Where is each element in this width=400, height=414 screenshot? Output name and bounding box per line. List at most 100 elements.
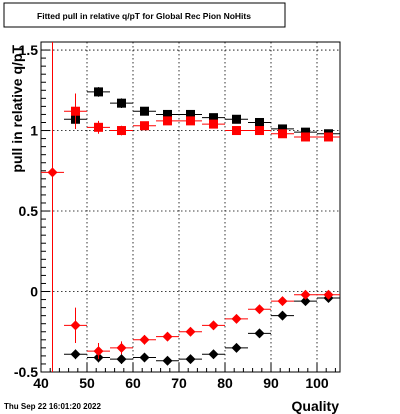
data-point xyxy=(248,328,271,339)
data-point xyxy=(271,296,294,307)
square-marker xyxy=(186,116,195,126)
x-tick-label: 90 xyxy=(263,375,279,391)
grid-lines xyxy=(41,42,340,372)
diamond-marker xyxy=(70,349,81,360)
square-marker xyxy=(117,126,126,136)
data-point xyxy=(225,313,248,324)
diamond-marker xyxy=(208,349,219,360)
square-marker xyxy=(94,122,103,132)
diamond-marker xyxy=(300,289,311,300)
data-point xyxy=(179,116,202,126)
square-marker xyxy=(209,113,218,123)
y-axis-label: pull in relative q/pT xyxy=(9,45,25,173)
y-tick-label: 1 xyxy=(30,123,38,139)
timestamp: Thu Sep 22 16:01:20 2022 xyxy=(4,402,101,411)
data-point xyxy=(156,116,179,126)
data-point xyxy=(202,349,225,360)
diamond-marker xyxy=(208,320,219,331)
square-marker xyxy=(94,87,103,97)
square-marker xyxy=(140,106,149,116)
data-point xyxy=(225,114,248,124)
data-point xyxy=(87,120,110,134)
data-point xyxy=(110,354,133,365)
square-marker xyxy=(278,129,287,139)
data-point xyxy=(248,304,271,315)
data-points xyxy=(41,42,340,372)
data-point xyxy=(294,296,317,307)
diamond-marker xyxy=(116,354,127,365)
square-marker xyxy=(301,132,310,142)
square-marker xyxy=(301,127,310,137)
x-tick-label: 40 xyxy=(33,375,49,391)
diamond-marker xyxy=(254,304,265,315)
diamond-marker xyxy=(162,355,173,366)
diamond-marker xyxy=(323,289,334,300)
data-point xyxy=(317,132,340,142)
data-point xyxy=(225,342,248,353)
data-point xyxy=(294,289,317,300)
diamond-marker xyxy=(162,331,173,342)
data-point xyxy=(64,349,87,360)
data-point xyxy=(225,126,248,136)
square-marker xyxy=(117,98,126,108)
diamond-marker xyxy=(277,310,288,321)
diamond-marker xyxy=(139,334,150,345)
y-tick-label: 0.5 xyxy=(19,203,39,219)
x-tick-label: 80 xyxy=(217,375,233,391)
data-point xyxy=(133,334,156,345)
data-point xyxy=(133,106,156,116)
x-axis-label: Quality xyxy=(292,398,340,414)
y-tick-label: -0.5 xyxy=(14,364,38,380)
square-marker xyxy=(71,106,80,116)
data-point xyxy=(110,125,133,136)
square-marker xyxy=(209,119,218,129)
data-point xyxy=(248,117,271,127)
data-point xyxy=(133,121,156,131)
diamond-marker xyxy=(185,354,196,365)
y-tick-label: 0 xyxy=(30,284,38,300)
y-tick-label: 1.5 xyxy=(19,42,39,58)
data-point xyxy=(64,93,87,129)
data-point xyxy=(87,87,110,97)
axis-ticks: 40 50 60 70 80 90 100 -0.5 0 0.5 1 1.5 xyxy=(14,42,336,391)
title-box xyxy=(3,2,286,28)
data-point xyxy=(156,355,179,366)
x-tick-label: 50 xyxy=(79,375,95,391)
square-marker xyxy=(140,121,149,131)
data-point xyxy=(64,307,87,344)
data-point xyxy=(202,320,225,331)
data-point xyxy=(133,352,156,363)
data-point xyxy=(110,98,133,108)
square-marker xyxy=(278,124,287,134)
diamond-marker xyxy=(231,342,242,353)
diamond-marker xyxy=(47,167,58,178)
diamond-marker xyxy=(70,320,81,331)
data-point xyxy=(179,354,202,365)
data-point xyxy=(87,343,110,360)
square-marker xyxy=(186,109,195,119)
square-marker xyxy=(324,132,333,142)
diamond-marker xyxy=(116,342,127,353)
data-point xyxy=(294,132,317,142)
data-point xyxy=(202,119,225,129)
data-point xyxy=(110,341,133,355)
diamond-marker xyxy=(300,296,311,307)
data-point xyxy=(248,126,271,136)
plot-frame xyxy=(40,41,341,373)
square-marker xyxy=(255,117,264,127)
data-point xyxy=(271,310,294,321)
data-point xyxy=(156,331,179,342)
diamond-marker xyxy=(139,352,150,363)
diamond-marker xyxy=(231,313,242,324)
square-marker xyxy=(255,126,264,136)
square-marker xyxy=(232,126,241,136)
diamond-marker xyxy=(93,346,104,357)
square-marker xyxy=(163,116,172,126)
diamond-marker xyxy=(254,328,265,339)
square-marker xyxy=(232,114,241,124)
x-tick-label: 60 xyxy=(125,375,141,391)
data-point xyxy=(41,42,64,372)
x-tick-label: 70 xyxy=(171,375,187,391)
diamond-marker xyxy=(185,326,196,337)
